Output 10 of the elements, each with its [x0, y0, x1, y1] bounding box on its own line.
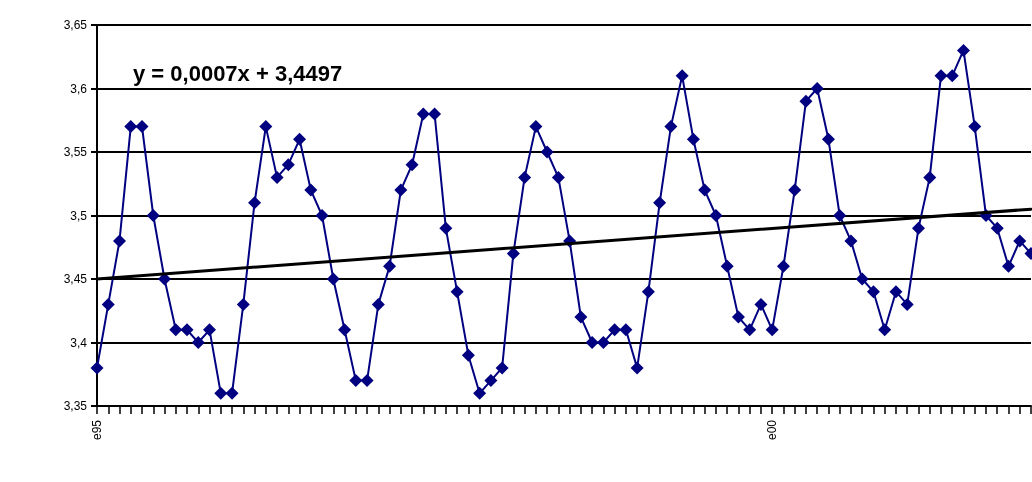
- y-tick-label: 3,4: [70, 335, 88, 350]
- y-tick-label: 3,35: [63, 399, 88, 413]
- y-tick-label: 3,5: [70, 208, 88, 223]
- x-tick-label: e95: [90, 419, 104, 441]
- y-tick-label: 3,55: [63, 145, 88, 159]
- annotation: y = 0,0007x + 3,4497: [133, 60, 343, 86]
- y-tick-label: 3,6: [70, 81, 88, 96]
- y-tick-label: 3,45: [63, 272, 88, 286]
- x-tick-label: e00: [765, 419, 780, 441]
- y-tick-label: 3,65: [63, 18, 88, 32]
